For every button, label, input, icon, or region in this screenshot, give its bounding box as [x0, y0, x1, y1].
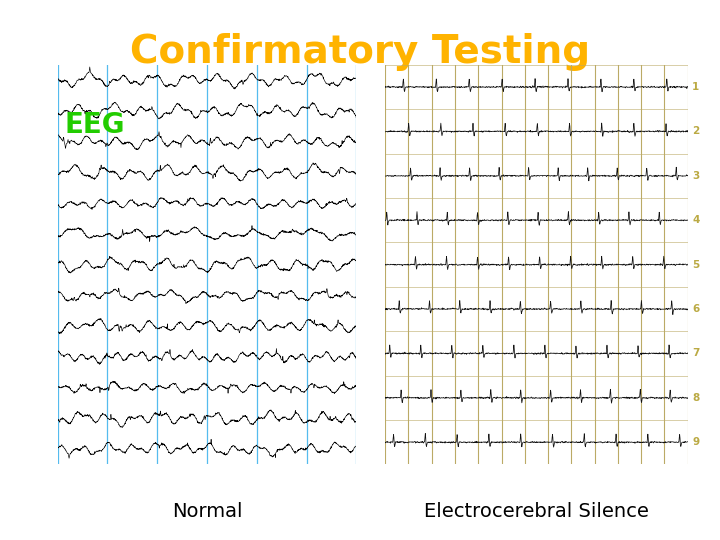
Text: 6: 6 — [692, 304, 699, 314]
Text: 3: 3 — [692, 171, 699, 181]
Text: EEG: EEG — [65, 111, 125, 139]
Text: 8: 8 — [692, 393, 699, 403]
Text: 7: 7 — [692, 348, 700, 359]
Text: 1: 1 — [692, 82, 699, 92]
Text: Electrocerebral Silence: Electrocerebral Silence — [424, 502, 649, 521]
Text: 2: 2 — [692, 126, 699, 137]
Text: 5: 5 — [692, 260, 699, 269]
Text: 4: 4 — [692, 215, 700, 225]
Text: 9: 9 — [692, 437, 699, 447]
Text: Confirmatory Testing: Confirmatory Testing — [130, 33, 590, 71]
Text: Normal: Normal — [172, 502, 242, 521]
